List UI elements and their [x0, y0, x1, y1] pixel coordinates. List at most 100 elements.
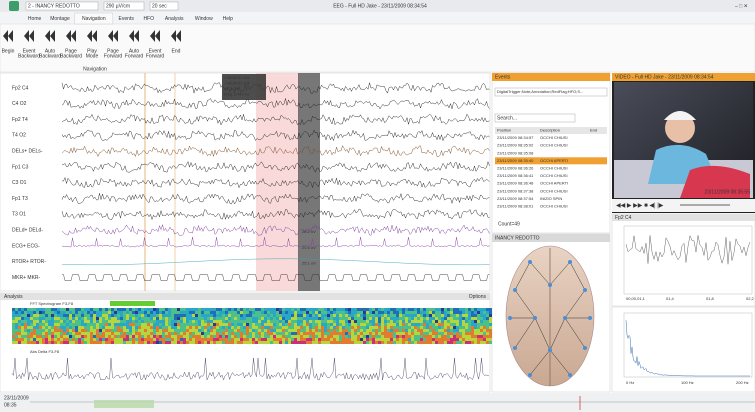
spectrogram-cell: [264, 311, 267, 314]
spectrogram-cell: [219, 314, 222, 317]
spectrogram-cell: [270, 332, 273, 335]
event-cell[interactable]: OCCHI CHIUSI: [540, 188, 568, 193]
spectrogram-cell: [360, 332, 363, 335]
spectrogram-cell: [186, 323, 189, 326]
ribbon-button-label[interactable]: End: [172, 48, 181, 54]
ribbon-button-label[interactable]: Mode: [86, 53, 99, 59]
ribbon-button-label[interactable]: Page: [65, 48, 77, 54]
spectrogram-cell: [345, 323, 348, 326]
ribbon-button-label[interactable]: Auto: [129, 48, 140, 54]
patient-select[interactable]: [25, 1, 99, 11]
spectrogram-cell: [219, 320, 222, 323]
ribbon-icon[interactable]: [3, 30, 13, 42]
spectrogram-cell: [486, 317, 489, 320]
ribbon-button-label[interactable]: Backward: [39, 53, 61, 59]
spectrogram-cell: [468, 314, 471, 317]
ribbon-button-label[interactable]: Begin: [2, 48, 15, 54]
spectrogram-cell: [36, 329, 39, 332]
ribbon-button-label[interactable]: Forward: [104, 53, 123, 59]
spectrogram-cell: [249, 329, 252, 332]
tab[interactable]: Montage: [50, 16, 70, 22]
spectrogram-cell: [66, 308, 69, 311]
event-cell[interactable]: 23/11/2009 08:36:41: [497, 173, 534, 178]
spectrogram-cell: [486, 338, 489, 341]
spectrogram-cell: [357, 341, 360, 344]
sensitivity-select[interactable]: [103, 1, 145, 11]
ribbon-button-label[interactable]: Event: [149, 48, 162, 54]
event-search[interactable]: [494, 113, 576, 123]
tab[interactable]: Help: [223, 16, 234, 22]
spectrogram-cell: [411, 317, 414, 320]
event-cell[interactable]: 23/11/2009 08:35:08: [497, 150, 534, 155]
event-cell[interactable]: INIZIO SPIN: [540, 196, 562, 201]
event-cell[interactable]: 23/11/2009 08:35:40: [497, 158, 534, 163]
event-cell[interactable]: 23/11/2009 08:38:01: [497, 203, 534, 208]
ribbon-icon[interactable]: [66, 30, 76, 42]
spectrogram-cell: [432, 320, 435, 323]
event-cell[interactable]: OCCHI CHIUSI: [540, 143, 568, 148]
spectrogram-cell: [474, 335, 477, 338]
event-cell[interactable]: OCCHI CHIUSI: [540, 173, 568, 178]
ribbon-icon[interactable]: [171, 30, 181, 42]
ribbon-button-label[interactable]: Page: [107, 48, 119, 54]
spectrogram-cell: [150, 338, 153, 341]
event-cell[interactable]: 23/11/2009 08:36:26: [497, 165, 534, 170]
ribbon-icon[interactable]: [129, 30, 139, 42]
ribbon-button-label[interactable]: Backward: [60, 53, 82, 59]
event-filter[interactable]: [494, 87, 608, 97]
ribbon-button-label[interactable]: Auto: [45, 48, 56, 54]
spectrogram-cell: [363, 320, 366, 323]
tab[interactable]: Analysis: [165, 16, 184, 22]
event-cell[interactable]: 23/11/2009 08:34:57: [497, 135, 534, 140]
event-cell[interactable]: 23/11/2009 08:36:48: [497, 181, 534, 186]
ribbon-button-label[interactable]: Event: [23, 48, 36, 54]
ribbon-button-label[interactable]: Play: [87, 48, 97, 54]
spectrogram-cell: [15, 338, 18, 341]
eeg-trace: [62, 274, 490, 281]
cursor-info: + 08:34:01.134: [224, 76, 249, 80]
electrode-link: [534, 317, 551, 351]
spectrogram-cell: [363, 341, 366, 344]
ribbon-button-label[interactable]: Backward: [18, 53, 40, 59]
event-cell[interactable]: 23/11/2009 08:37:54: [497, 196, 534, 201]
spectrogram-cell: [384, 326, 387, 329]
timeline-selection[interactable]: [94, 400, 154, 408]
spectrogram-cell: [423, 311, 426, 314]
spectrogram-cell: [282, 323, 285, 326]
spectrogram-cell: [459, 311, 462, 314]
spectrogram-cell: [450, 341, 453, 344]
spectrogram-cell: [87, 320, 90, 323]
event-cell[interactable]: 23/11/2009 08:35:02: [497, 143, 534, 148]
spectrogram-cell: [387, 311, 390, 314]
spectrogram-cell: [69, 311, 72, 314]
tab[interactable]: Events: [119, 16, 135, 22]
timebase-select[interactable]: [149, 1, 179, 11]
ribbon-icon[interactable]: [87, 30, 97, 42]
ribbon-icon[interactable]: [150, 30, 160, 42]
event-cell[interactable]: OCCHI CHIUSI: [540, 165, 568, 170]
spectrogram-cell: [459, 341, 462, 344]
spectrogram-cell: [144, 326, 147, 329]
analysis-options[interactable]: Options: [469, 294, 487, 300]
window-controls[interactable]: – □ ✕: [735, 3, 748, 9]
tab[interactable]: HFO: [144, 16, 155, 22]
event-cell[interactable]: OCCHI APERTI: [540, 158, 568, 163]
spectrogram-cell: [369, 329, 372, 332]
video-buttons[interactable]: ◀◀ ▶ ▶▶ ■ ◀| |▶: [616, 203, 664, 209]
event-cell[interactable]: OCCHI CHIUSI: [540, 135, 568, 140]
ribbon-button-label[interactable]: Forward: [125, 53, 144, 59]
tab[interactable]: Window: [195, 16, 213, 22]
tab[interactable]: Navigation: [82, 16, 106, 22]
event-cell[interactable]: OCCHI APERTI: [540, 181, 568, 186]
video-seekbar[interactable]: [680, 204, 730, 206]
event-cell[interactable]: OCCHI CHIUSI: [540, 203, 568, 208]
tab[interactable]: Home: [28, 16, 42, 22]
event-cell[interactable]: 23/11/2009 08:37:38: [497, 188, 534, 193]
spectrogram-cell: [114, 314, 117, 317]
ribbon-icon[interactable]: [108, 30, 118, 42]
ribbon-icon[interactable]: [45, 30, 55, 42]
ribbon-icon[interactable]: [24, 30, 34, 42]
ribbon-button-label[interactable]: Forward: [146, 53, 165, 59]
spectrogram-cell: [105, 317, 108, 320]
spectrogram-cell: [411, 308, 414, 311]
